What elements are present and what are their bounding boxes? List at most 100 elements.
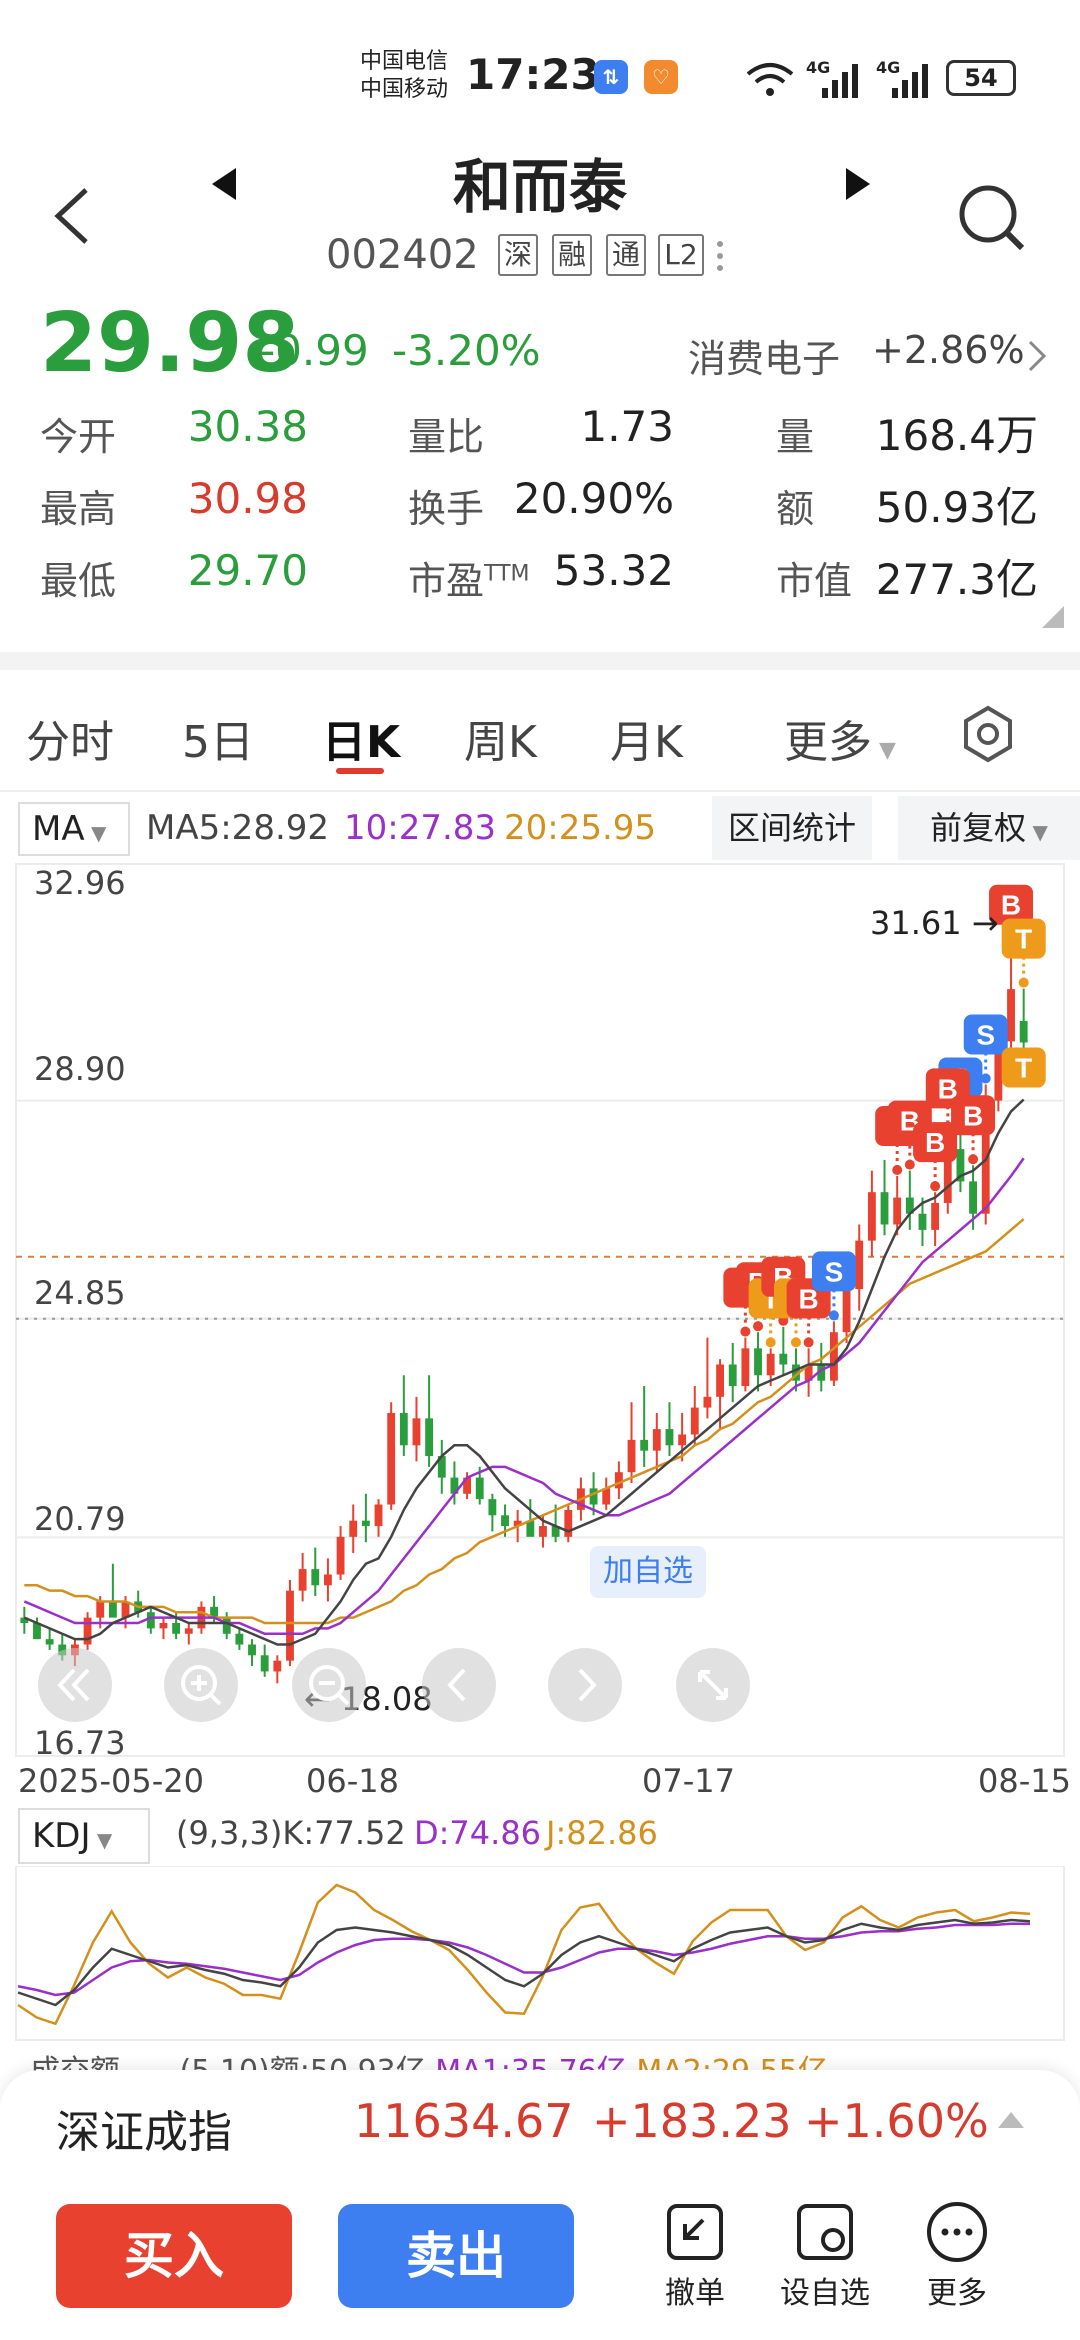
candle-body bbox=[1019, 1020, 1028, 1043]
fullscreen-button[interactable] bbox=[676, 1648, 750, 1722]
trade-marker-badge bbox=[1001, 1047, 1046, 1088]
candle-body bbox=[235, 1633, 244, 1645]
kdj-k-line bbox=[17, 1918, 1031, 2007]
trade-marker-label: B bbox=[963, 1100, 983, 1131]
candle-body bbox=[349, 1520, 358, 1537]
candle-body bbox=[640, 1439, 649, 1451]
candle-body bbox=[779, 1353, 788, 1365]
trade-marker-dot bbox=[753, 1321, 764, 1332]
index-name[interactable]: 深证成指 bbox=[56, 2107, 232, 2158]
prev-stock-icon[interactable] bbox=[208, 166, 240, 202]
x-tick-3: 07-17 bbox=[642, 1762, 735, 1800]
candle-body bbox=[399, 1412, 408, 1446]
candle-body bbox=[716, 1364, 724, 1397]
candle-body bbox=[298, 1569, 307, 1591]
adjust-button[interactable]: 前复权 ▼ bbox=[898, 796, 1080, 860]
pe-value: 53.32 bbox=[553, 546, 674, 595]
zoom-out-button[interactable] bbox=[292, 1648, 366, 1722]
back-icon[interactable] bbox=[50, 186, 94, 246]
search-icon[interactable] bbox=[956, 182, 1028, 254]
ma5-label: MA5:28.92 bbox=[146, 808, 330, 848]
ma20-line bbox=[24, 1218, 1025, 1625]
index-change: +183.23 bbox=[592, 2094, 792, 2148]
candle-body bbox=[146, 1612, 155, 1629]
signal-icon-1 bbox=[822, 64, 858, 98]
dropdown-caret-icon: ▼ bbox=[872, 738, 896, 763]
trade-marker-label: B bbox=[938, 1073, 958, 1104]
tab-monthly-k[interactable]: 月K bbox=[610, 717, 683, 768]
candlestick-chart[interactable]: BBTBTBSBBBSBBSBTT bbox=[0, 862, 1080, 1762]
y-tick-2: 28.90 bbox=[34, 1050, 126, 1088]
candle-body bbox=[867, 1192, 876, 1241]
status-bar: 中国电信 中国移动 17:23 ⇅ ♡ 4G 4G 54 bbox=[0, 0, 1080, 140]
ma10-label: 10:27.83 bbox=[344, 808, 497, 848]
candle-body bbox=[564, 1509, 573, 1537]
tab-more[interactable]: 更多 ▼ bbox=[784, 706, 896, 770]
trade-marker-dot bbox=[803, 1337, 814, 1348]
mktcap-label: 市值 bbox=[776, 559, 853, 603]
low-label: 最低 bbox=[40, 559, 117, 603]
chevron-right-icon[interactable] bbox=[1024, 338, 1048, 374]
candle-body bbox=[450, 1477, 459, 1494]
candle-body bbox=[665, 1429, 674, 1446]
candle-body bbox=[994, 1041, 1003, 1101]
kdj-selector-label: KDJ bbox=[32, 1816, 91, 1856]
last-price: 29.98 bbox=[40, 296, 300, 391]
settings-hexagon-icon[interactable] bbox=[958, 704, 1018, 764]
cancel-order-button[interactable]: 撤单 bbox=[650, 2200, 740, 2312]
trade-marker-badge bbox=[811, 1251, 856, 1292]
tab-weekly-k[interactable]: 周K bbox=[464, 717, 537, 768]
candle-body bbox=[905, 1197, 914, 1214]
kdj-selector[interactable]: KDJ ▼ bbox=[18, 1808, 150, 1864]
zoom-in-button[interactable] bbox=[164, 1648, 238, 1722]
turnover-value: 20.90% bbox=[513, 474, 674, 523]
tab-intraday[interactable]: 分时 bbox=[26, 717, 114, 768]
add-watch-chip[interactable]: 加自选 bbox=[590, 1546, 706, 1598]
candle-body bbox=[792, 1364, 800, 1381]
x-tick-4: 08-15 bbox=[978, 1762, 1071, 1800]
stock-name: 和而泰 bbox=[452, 153, 627, 221]
open-label: 今开 bbox=[40, 415, 117, 459]
tab-5day[interactable]: 5日 bbox=[182, 717, 254, 768]
tab-daily-k[interactable]: 日K bbox=[322, 717, 401, 768]
candle-body bbox=[943, 1149, 952, 1203]
price-change-pct: -3.20% bbox=[392, 326, 541, 375]
app-badge-heart-icon: ♡ bbox=[644, 60, 678, 94]
ma-selector[interactable]: MA ▼ bbox=[18, 802, 130, 856]
chevron-left-icon bbox=[447, 1668, 466, 1702]
kdj-j-line bbox=[17, 1883, 1031, 2026]
candle-body bbox=[728, 1364, 737, 1387]
tag-l2: L2 bbox=[658, 234, 704, 276]
trade-marker-label: T bbox=[1015, 1053, 1032, 1084]
kdj-chart[interactable] bbox=[0, 1866, 1080, 2042]
set-watch-button[interactable]: 设自选 bbox=[780, 2200, 870, 2312]
wifi-icon bbox=[746, 63, 794, 96]
candle-body bbox=[1007, 989, 1015, 1042]
expand-corner-icon[interactable] bbox=[1040, 604, 1066, 630]
trade-marker-dot bbox=[942, 1127, 953, 1138]
expand-up-icon[interactable] bbox=[996, 2108, 1026, 2130]
zoom-out-icon bbox=[309, 1665, 350, 1706]
scroll-right-button[interactable] bbox=[548, 1648, 622, 1722]
sector-name[interactable]: 消费电子 bbox=[688, 337, 841, 381]
sector-pct[interactable]: +2.86% bbox=[872, 328, 1025, 372]
more-dots-icon[interactable] bbox=[714, 238, 726, 278]
cancel-order-label: 撤单 bbox=[665, 2276, 725, 2311]
candle-body bbox=[374, 1504, 383, 1527]
kdj-d-line bbox=[17, 1922, 1031, 1997]
candle-body bbox=[108, 1601, 117, 1618]
scroll-left-button[interactable] bbox=[422, 1648, 496, 1722]
app-badge-icon: ⇅ bbox=[594, 60, 628, 94]
candle-body bbox=[526, 1520, 535, 1537]
range-stats-button[interactable]: 区间统计 bbox=[712, 796, 872, 860]
buy-button[interactable]: 买入 bbox=[56, 2204, 292, 2308]
nav-rewind-button[interactable] bbox=[38, 1648, 112, 1722]
sell-button[interactable]: 卖出 bbox=[338, 2204, 574, 2308]
trade-marker-dot bbox=[980, 1073, 991, 1084]
trade-marker-dot bbox=[790, 1337, 801, 1348]
more-actions-label: 更多 bbox=[927, 2276, 987, 2311]
carrier-1: 中国电信 bbox=[360, 49, 449, 74]
more-actions-button[interactable]: 更多 bbox=[912, 2200, 1002, 2312]
tag-shen: 深 bbox=[498, 234, 538, 276]
next-stock-icon[interactable] bbox=[842, 166, 874, 202]
